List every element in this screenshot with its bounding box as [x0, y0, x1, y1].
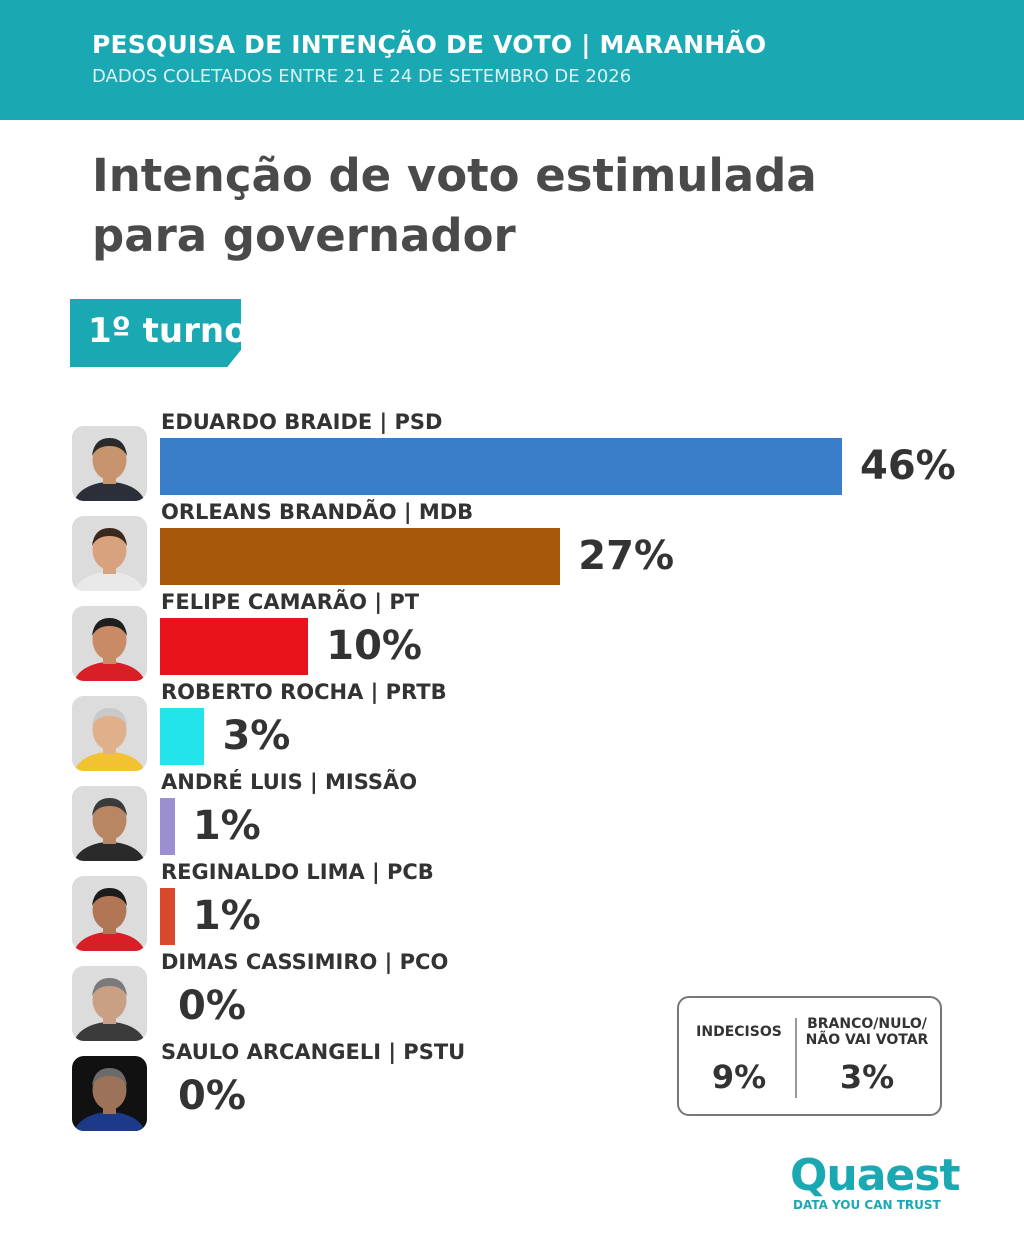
vote-value-label: 1% — [192, 803, 261, 849]
vote-value-label: 27% — [578, 533, 675, 579]
vote-value-label: 3% — [222, 713, 291, 759]
header-banner: PESQUISA DE INTENÇÃO DE VOTO | MARANHÃO … — [0, 0, 1024, 120]
logo-wordmark: Quaest — [790, 1150, 960, 1201]
vote-value-label: 0% — [178, 983, 246, 1029]
candidate-label: FELIPE CAMARÃO | PT — [161, 590, 420, 614]
vote-value-label: 10% — [326, 623, 422, 669]
vote-value-label: 0% — [178, 1073, 246, 1119]
candidate-row: ROBERTO ROCHA | PRTB 3% — [0, 680, 1024, 778]
blank-null-label-line1: BRANCO/NULO/ — [807, 1016, 927, 1032]
blank-null-value: 3% — [839, 1058, 895, 1096]
candidate-label: ROBERTO ROCHA | PRTB — [161, 680, 447, 704]
round-badge-label: 1º turno — [88, 311, 248, 351]
undecided-value: 9% — [711, 1058, 767, 1096]
vote-bar — [160, 438, 842, 495]
vote-value-label: 1% — [192, 893, 261, 939]
vote-value-label: 46% — [860, 443, 956, 489]
candidate-label: SAULO ARCANGELI | PSTU — [161, 1040, 466, 1064]
vote-bar — [160, 888, 175, 945]
candidate-label: ORLEANS BRANDÃO | MDB — [161, 500, 474, 524]
survey-title: PESQUISA DE INTENÇÃO DE VOTO | MARANHÃO — [92, 30, 767, 59]
candidate-row: DIMAS CASSIMIRO | PCO 0% — [0, 950, 1024, 1048]
candidate-row: ORLEANS BRANDÃO | MDB 27% — [0, 500, 1024, 598]
candidate-row: REGINALDO LIMA | PCB 1% — [0, 860, 1024, 958]
logo-tagline: DATA YOU CAN TRUST — [793, 1198, 941, 1212]
candidate-label: EDUARDO BRAIDE | PSD — [161, 410, 443, 434]
summary-divider — [795, 1018, 797, 1098]
vote-bar — [160, 798, 175, 855]
candidate-photo — [72, 786, 147, 861]
candidate-row: FELIPE CAMARÃO | PT 10% — [0, 590, 1024, 688]
survey-dates: DADOS COLETADOS ENTRE 21 E 24 DE SETEMBR… — [92, 66, 632, 87]
candidate-photo — [72, 696, 147, 771]
vote-bar — [160, 618, 309, 675]
round-badge: 1º turno — [70, 299, 241, 367]
candidate-photo — [72, 966, 147, 1041]
candidate-label: DIMAS CASSIMIRO | PCO — [161, 950, 449, 974]
candidate-row: SAULO ARCANGELI | PSTU 0% — [0, 1040, 1024, 1138]
candidate-photo — [72, 1056, 147, 1131]
blank-null-label-line2: NÃO VAI VOTAR — [805, 1032, 929, 1048]
candidate-label: ANDRÉ LUIS | MISSÃO — [161, 770, 418, 794]
quaest-logo: Quaest DATA YOU CAN TRUST — [790, 1150, 960, 1216]
candidate-photo — [72, 876, 147, 951]
undecided-label: INDECISOS — [696, 1024, 782, 1040]
candidate-photo — [72, 606, 147, 681]
vote-bar — [160, 708, 205, 765]
summary-box: INDECISOS 9% BRANCO/NULO/ NÃO VAI VOTAR … — [677, 996, 942, 1116]
chart-title: Intenção de voto estimulada para governa… — [92, 149, 817, 262]
candidate-photo — [72, 426, 147, 501]
blank-null-label: BRANCO/NULO/ NÃO VAI VOTAR — [799, 1016, 935, 1048]
candidate-label: REGINALDO LIMA | PCB — [161, 860, 434, 884]
vote-bar — [160, 528, 561, 585]
candidate-row: ANDRÉ LUIS | MISSÃO 1% — [0, 770, 1024, 868]
candidate-photo — [72, 516, 147, 591]
candidate-row: EDUARDO BRAIDE | PSD 46% — [0, 410, 1024, 508]
